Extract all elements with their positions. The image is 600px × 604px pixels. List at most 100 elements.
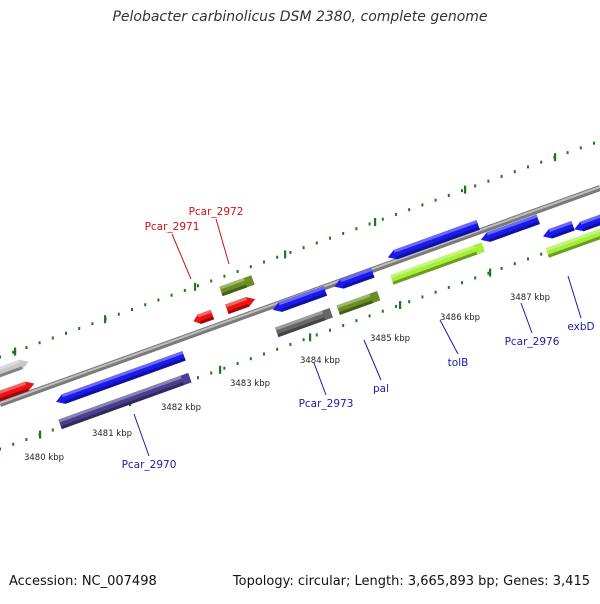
minor-tick: [447, 285, 450, 289]
minor-tick: [527, 165, 529, 169]
minor-tick: [434, 290, 437, 294]
major-tick: [399, 301, 402, 309]
minor-tick: [381, 309, 384, 313]
gene-label-Pcar_2971: Pcar_2971: [145, 221, 200, 233]
minor-tick: [65, 331, 67, 335]
minor-tick: [421, 295, 424, 299]
major-tick: [104, 315, 107, 324]
minor-tick: [500, 174, 503, 178]
minor-tick: [461, 189, 463, 193]
minor-tick: [236, 269, 239, 273]
minor-tick: [170, 293, 173, 297]
gene-arrow-g1: [0, 359, 29, 384]
minor-tick: [368, 314, 371, 318]
minor-tick: [566, 151, 569, 155]
minor-tick: [249, 357, 252, 361]
major-tick: [39, 430, 42, 439]
major-tick: [489, 268, 492, 277]
scale-label-3: 3483 kbp: [230, 379, 270, 389]
gene-label-Pcar_2970: Pcar_2970: [122, 459, 177, 471]
genome-title: Pelobacter carbinolicus DSM 2380, comple…: [112, 9, 488, 25]
minor-tick: [395, 212, 397, 216]
gene-arrow-g14: [480, 214, 540, 242]
minor-tick: [540, 160, 543, 164]
scale-label-4: 3484 kbp: [300, 356, 340, 366]
minor-tick: [25, 437, 28, 441]
minor-tick: [474, 184, 477, 188]
major-tick: [554, 153, 557, 162]
minor-tick: [223, 274, 226, 278]
gene-arrow-g3: [56, 351, 186, 404]
minor-tick: [289, 250, 292, 254]
minor-tick: [315, 241, 318, 245]
minor-tick: [51, 428, 54, 432]
minor-tick: [500, 266, 503, 270]
leader-Pcar_2973: [313, 362, 327, 396]
minor-tick: [302, 246, 305, 250]
minor-tick: [38, 341, 41, 345]
gene-arrow-g10: [334, 268, 375, 289]
minor-tick: [12, 350, 15, 354]
major-tick: [374, 218, 377, 226]
leader-Pcar_2970: [133, 413, 150, 457]
minor-tick: [78, 326, 81, 330]
minor-tick: [0, 355, 1, 359]
gene-label-pal: pal: [373, 383, 389, 395]
minor-tick: [183, 288, 186, 292]
gene-arrow-g2: [0, 381, 35, 408]
scale-label-0: 3480 kbp: [24, 453, 64, 463]
leader-pal: [363, 339, 382, 381]
minor-tick: [368, 222, 371, 226]
major-tick: [14, 347, 17, 356]
leader-tolB: [439, 319, 459, 355]
minor-tick: [197, 376, 199, 380]
minor-tick: [302, 338, 305, 342]
gene-arrow-g12: [387, 220, 480, 260]
minor-tick: [461, 281, 463, 285]
gene-arrow-g11: [336, 290, 381, 315]
minor-tick: [197, 284, 199, 288]
scale-label-5: 3485 kbp: [370, 334, 410, 344]
major-tick: [309, 333, 312, 342]
minor-tick: [329, 236, 331, 240]
minor-tick: [210, 279, 213, 283]
gene-arrow-g8: [272, 286, 328, 312]
minor-tick: [51, 336, 54, 340]
major-tick: [284, 250, 287, 259]
gene-arrow-g16: [574, 208, 600, 232]
minor-tick: [421, 203, 424, 207]
minor-tick: [315, 333, 318, 337]
minor-tick: [540, 252, 543, 256]
gene-arrow-g15: [542, 220, 575, 239]
minor-tick: [263, 352, 265, 356]
gene-arrow-g5: [193, 309, 215, 324]
minor-tick: [131, 307, 133, 311]
leader-Pcar_2976: [520, 302, 533, 334]
minor-tick: [355, 319, 358, 323]
accession-text: Accession: NC_007498: [9, 574, 157, 589]
minor-tick: [223, 366, 226, 370]
minor-tick: [527, 257, 529, 261]
tick-marks: [0, 141, 595, 451]
gene-arrow-g6: [219, 275, 255, 297]
minor-tick: [329, 328, 331, 332]
major-tick: [219, 365, 222, 374]
gene-label-Pcar_2973: Pcar_2973: [299, 398, 354, 410]
gene-label-exbD: exbD: [567, 321, 594, 333]
gene-label-Pcar_2972: Pcar_2972: [189, 206, 244, 218]
minor-tick: [25, 345, 28, 349]
minor-tick: [408, 300, 411, 304]
minor-tick: [395, 304, 397, 308]
genome-summary-text: Topology: circular; Length: 3,665,893 bp…: [232, 574, 590, 589]
gene-features: [0, 208, 600, 430]
leader-Pcar_2971: [171, 233, 192, 280]
label-leader-lines: [133, 218, 582, 457]
gene-labels: Pcar_2972 Pcar_2971 Pcar_2970 Pcar_2973 pal t…: [122, 206, 595, 471]
minor-tick: [579, 146, 582, 150]
minor-tick: [513, 170, 516, 174]
minor-tick: [513, 262, 516, 266]
minor-tick: [447, 193, 450, 197]
scale-label-7: 3487 kbp: [510, 293, 550, 303]
